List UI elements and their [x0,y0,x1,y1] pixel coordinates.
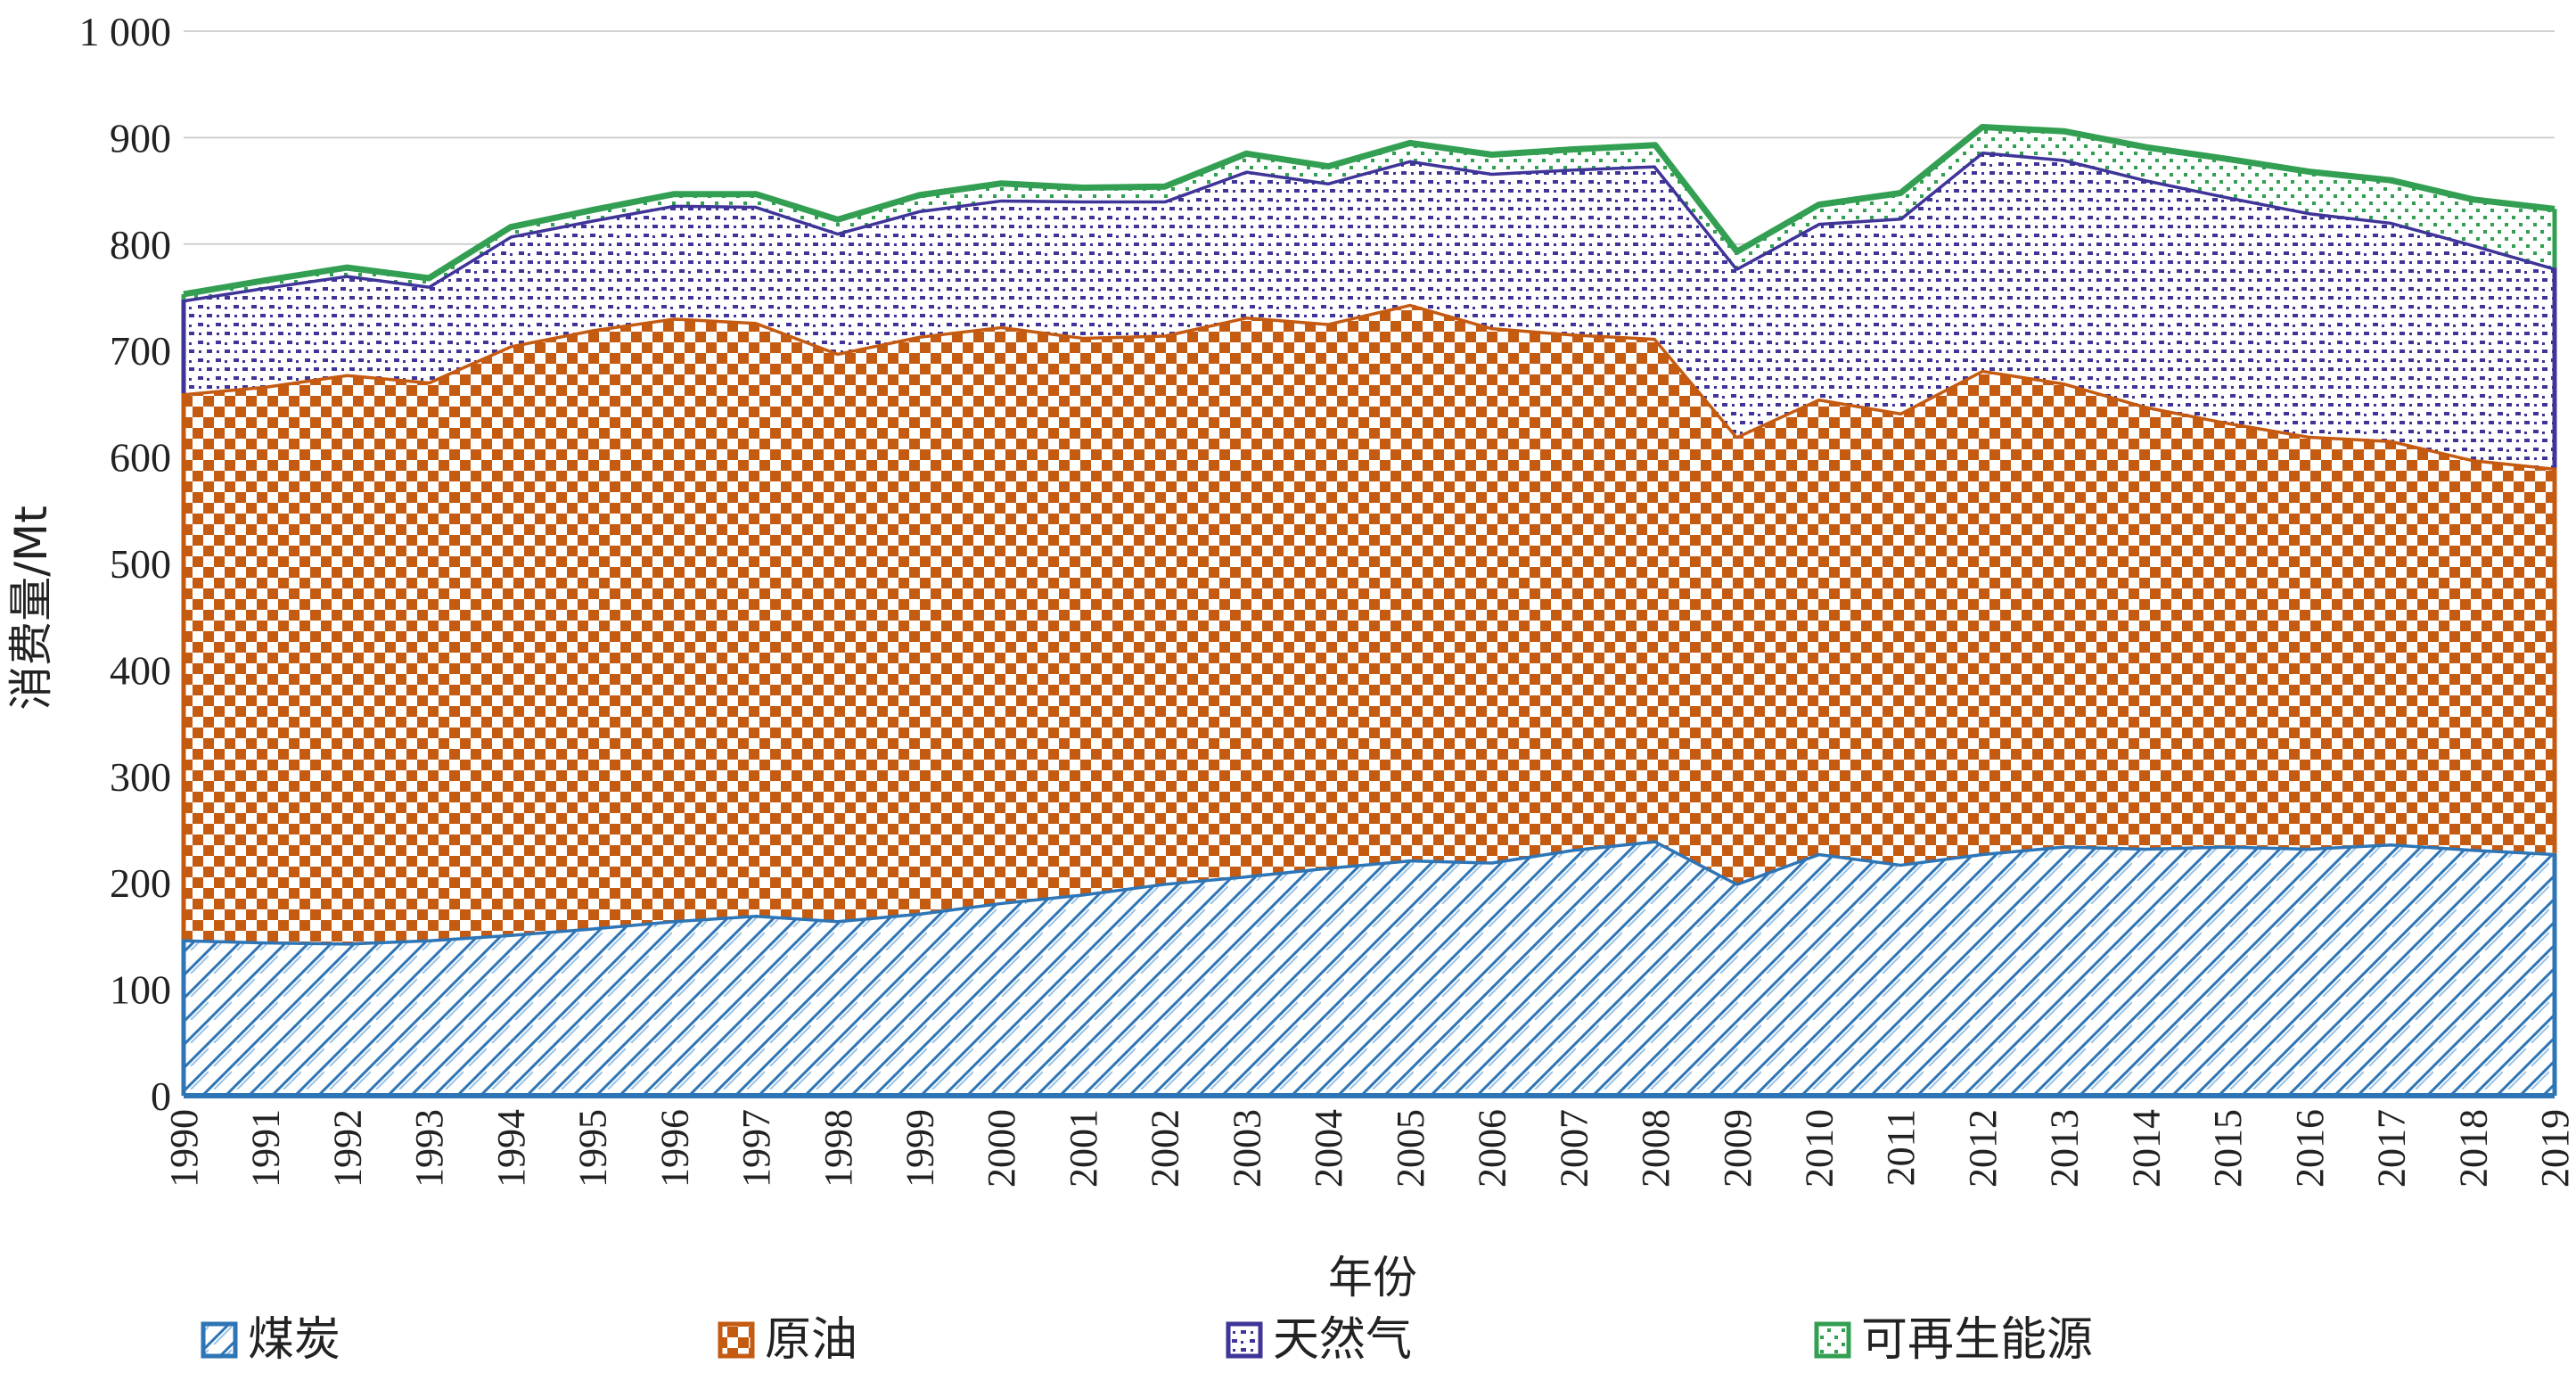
x-tick-label: 1996 [652,1109,696,1188]
legend-label: 煤炭 [248,1313,340,1367]
x-tick-label: 1991 [244,1109,288,1188]
y-tick-label: 800 [110,222,171,267]
x-tick-label: 1990 [162,1109,206,1188]
legend-item-3: 可再生能源 [1814,1313,2093,1367]
x-tick-label: 2017 [2370,1109,2414,1188]
x-tick-label: 2001 [1062,1109,1105,1188]
y-tick-label: 400 [110,647,171,693]
x-tick-label: 1994 [489,1109,533,1188]
x-tick-label: 2007 [1552,1109,1596,1188]
y-tick-label: 200 [110,860,171,906]
x-axis-title: 年份 [1328,1252,1417,1303]
y-tick-label: 500 [110,541,171,587]
y-tick-label: 700 [110,328,171,374]
legend: 煤炭 原油 天然气 可再生能源 [201,1313,2093,1367]
area-series-1 [184,303,2555,943]
x-tick-label: 2003 [1225,1109,1268,1188]
x-tick-label: 1995 [571,1109,615,1188]
legend-item-0: 煤炭 [201,1313,340,1367]
legend-swatch [1226,1321,1263,1359]
x-tick-label: 2016 [2288,1109,2332,1188]
x-tick-label: 1993 [407,1109,451,1188]
x-tick-label: 2015 [2206,1109,2250,1188]
y-tick-label: 900 [110,115,171,160]
area-layers [181,124,2557,1098]
y-tick-label: 100 [110,967,171,1013]
x-tick-label: 2019 [2533,1109,2576,1188]
x-tick-label: 2000 [980,1109,1023,1188]
x-axis-ticks: 1990 1991 1992 1993 1994 1995 1996 1997 1998 1999… [162,1109,2576,1188]
legend-swatch [1814,1321,1851,1359]
x-tick-label: 2008 [1634,1109,1678,1188]
area-series-2 [184,151,2555,468]
y-tick-label: 0 [151,1073,171,1119]
x-tick-label: 2014 [2124,1109,2168,1188]
x-tick-label: 1999 [898,1109,942,1188]
x-tick-label: 2005 [1389,1109,1432,1188]
legend-item-1: 原油 [718,1313,857,1367]
y-tick-label: 600 [110,435,171,481]
x-tick-label: 2006 [1471,1109,1514,1188]
x-tick-label: 2012 [1961,1109,2005,1188]
legend-swatch [201,1321,238,1359]
legend-label: 可再生能源 [1861,1313,2093,1367]
y-tick-label: 300 [110,754,171,800]
x-tick-label: 2009 [1716,1109,1760,1188]
area-series-3 [184,127,2555,300]
y-tick-label: 1 000 [79,9,172,54]
legend-item-2: 天然气 [1226,1313,1412,1367]
x-tick-label: 1997 [734,1109,778,1188]
x-tick-label: 2018 [2451,1109,2495,1188]
area-series-0 [184,840,2555,1096]
y-axis-title: 消费量/Mt [5,506,57,711]
legend-label: 天然气 [1273,1313,1412,1367]
x-tick-label: 2013 [2043,1109,2087,1188]
x-tick-label: 2002 [1144,1109,1187,1188]
y-axis-ticks: 0 100 200 300 400 500 600 700 800 900 1 000 [79,9,172,1119]
series-line-3 [183,124,2555,298]
legend-label: 原油 [765,1313,857,1367]
x-tick-label: 1998 [816,1109,860,1188]
x-tick-label: 2011 [1879,1109,1923,1186]
legend-swatch [718,1321,755,1359]
x-tick-label: 1992 [325,1109,369,1188]
x-tick-label: 2010 [1797,1109,1841,1188]
x-tick-label: 2004 [1307,1109,1350,1188]
